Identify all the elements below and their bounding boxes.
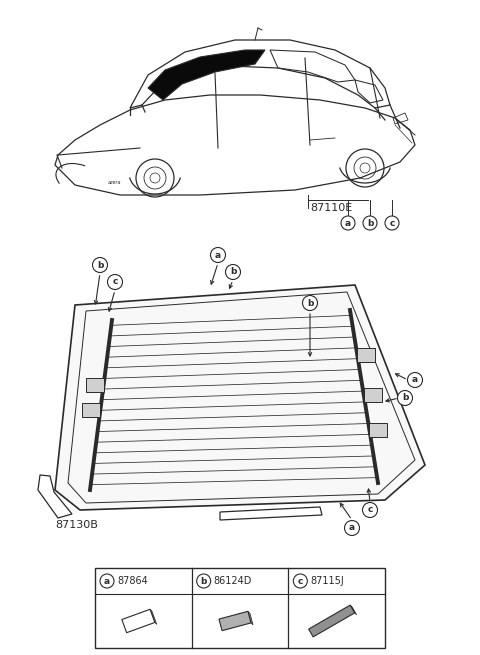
Text: a: a [345,219,351,227]
Polygon shape [309,605,355,637]
Text: b: b [367,219,373,227]
Circle shape [293,574,307,588]
Text: b: b [402,394,408,403]
Circle shape [363,216,377,230]
Circle shape [385,216,399,230]
Circle shape [345,521,360,536]
Polygon shape [83,403,100,417]
Circle shape [226,265,240,280]
Polygon shape [219,611,251,631]
Text: a: a [215,250,221,259]
Text: 87864: 87864 [117,576,148,586]
Circle shape [93,257,108,272]
Polygon shape [85,378,104,392]
Text: a: a [349,523,355,533]
Text: b: b [201,576,207,586]
Polygon shape [350,605,357,615]
Circle shape [302,295,317,310]
Circle shape [362,502,377,517]
Bar [95,568,385,648]
Circle shape [341,216,355,230]
Polygon shape [364,388,382,402]
Polygon shape [357,348,375,362]
Circle shape [108,274,122,290]
Text: b: b [230,267,236,276]
Polygon shape [148,50,265,100]
Text: b: b [97,261,103,269]
Text: azera: azera [108,181,122,185]
Text: a: a [412,375,418,384]
Polygon shape [248,611,253,625]
Text: c: c [298,576,303,586]
Text: 87110E: 87110E [310,203,352,213]
Polygon shape [122,609,155,633]
Circle shape [197,574,211,588]
Circle shape [408,373,422,388]
Text: 87115J: 87115J [311,576,344,586]
Text: b: b [307,299,313,307]
Text: 86124D: 86124D [214,576,252,586]
Polygon shape [55,285,425,510]
Text: c: c [112,278,118,286]
Circle shape [397,390,412,405]
Polygon shape [150,609,157,624]
Circle shape [100,574,114,588]
Circle shape [211,248,226,263]
Polygon shape [370,423,387,437]
Text: a: a [104,576,110,586]
Text: c: c [367,506,372,514]
Text: c: c [389,219,395,227]
Text: 87130B: 87130B [55,520,98,530]
